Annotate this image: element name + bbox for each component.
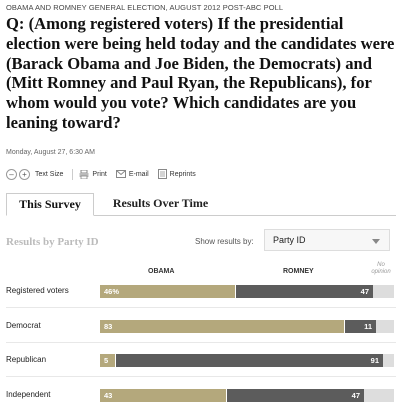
select-value: Party ID [273, 235, 306, 245]
category-label: Independent [6, 390, 51, 399]
no-opinion-bar-segment [383, 354, 394, 367]
row-divider [6, 342, 396, 343]
question-headline: Q: (Among registered voters) If the pres… [6, 14, 395, 132]
stacked-bar: 5 91 [100, 354, 394, 367]
category-label: Registered voters [6, 286, 69, 295]
survey-tabs: This Survey Results Over Time [6, 193, 396, 216]
obama-bar-segment: 43 [100, 389, 226, 402]
column-header-no-opinion: No opinion [371, 262, 391, 275]
no-opinion-bar-segment [373, 285, 394, 298]
row-divider [6, 307, 396, 308]
section-title: Results by Party ID [6, 236, 99, 248]
row-divider [6, 376, 396, 377]
category-label: Democrat [6, 321, 41, 330]
romney-bar-segment: 47 [226, 389, 364, 402]
email-label[interactable]: E-mail [128, 170, 149, 178]
text-size-control[interactable]: – + Text Size [6, 168, 64, 180]
dateline: Monday, August 27, 6:30 AM [6, 149, 95, 156]
category-label: Republican [6, 355, 47, 364]
print-label[interactable]: Print [92, 170, 107, 178]
email-icon [115, 170, 126, 178]
reprints-link[interactable]: Reprints [157, 169, 196, 179]
print-icon [79, 169, 89, 179]
no-opinion-bar-segment [364, 389, 394, 402]
reprints-label[interactable]: Reprints [169, 170, 196, 178]
email-link[interactable]: E-mail [115, 170, 149, 178]
poll-kicker: Obama and Romney General Election, Augus… [6, 3, 284, 12]
stacked-bar: 83 11 [100, 320, 394, 333]
chart-row: Independent 43 47 [6, 389, 396, 402]
chart-row: Democrat 83 11 [6, 320, 396, 333]
tab-this-survey[interactable]: This Survey [6, 193, 94, 216]
romney-bar-segment: 11 [344, 320, 376, 333]
column-header-obama: OBAMA [148, 268, 175, 275]
stacked-bar: 43 47 [100, 389, 394, 402]
obama-bar-segment: 46% [100, 285, 235, 298]
tab-results-over-time[interactable]: Results Over Time [112, 196, 209, 210]
column-header-romney: ROMNEY [283, 268, 314, 275]
romney-bar-segment: 47 [235, 285, 373, 298]
decrease-text-icon[interactable]: – [6, 168, 17, 180]
obama-bar-segment: 83 [100, 320, 344, 333]
text-size-label[interactable]: Text Size [35, 170, 64, 178]
obama-bar-segment: 5 [100, 354, 115, 367]
print-link[interactable]: Print [79, 169, 107, 179]
stacked-bar: 46% 47 [100, 285, 394, 298]
chart-row: Republican 5 91 [6, 354, 396, 367]
chart-row: Registered voters 46% 47 [6, 285, 396, 298]
reprints-icon [157, 169, 167, 179]
no-opinion-bar-segment [376, 320, 394, 333]
romney-bar-segment: 91 [115, 354, 383, 367]
show-results-label: Show results by: [195, 237, 254, 246]
increase-text-icon[interactable]: + [19, 168, 30, 180]
chevron-down-icon [372, 239, 380, 244]
tools-divider [72, 168, 74, 180]
results-by-select[interactable]: Party ID [264, 229, 390, 251]
article-tools: – + Text Size Print E-mail Reprints [6, 166, 205, 182]
